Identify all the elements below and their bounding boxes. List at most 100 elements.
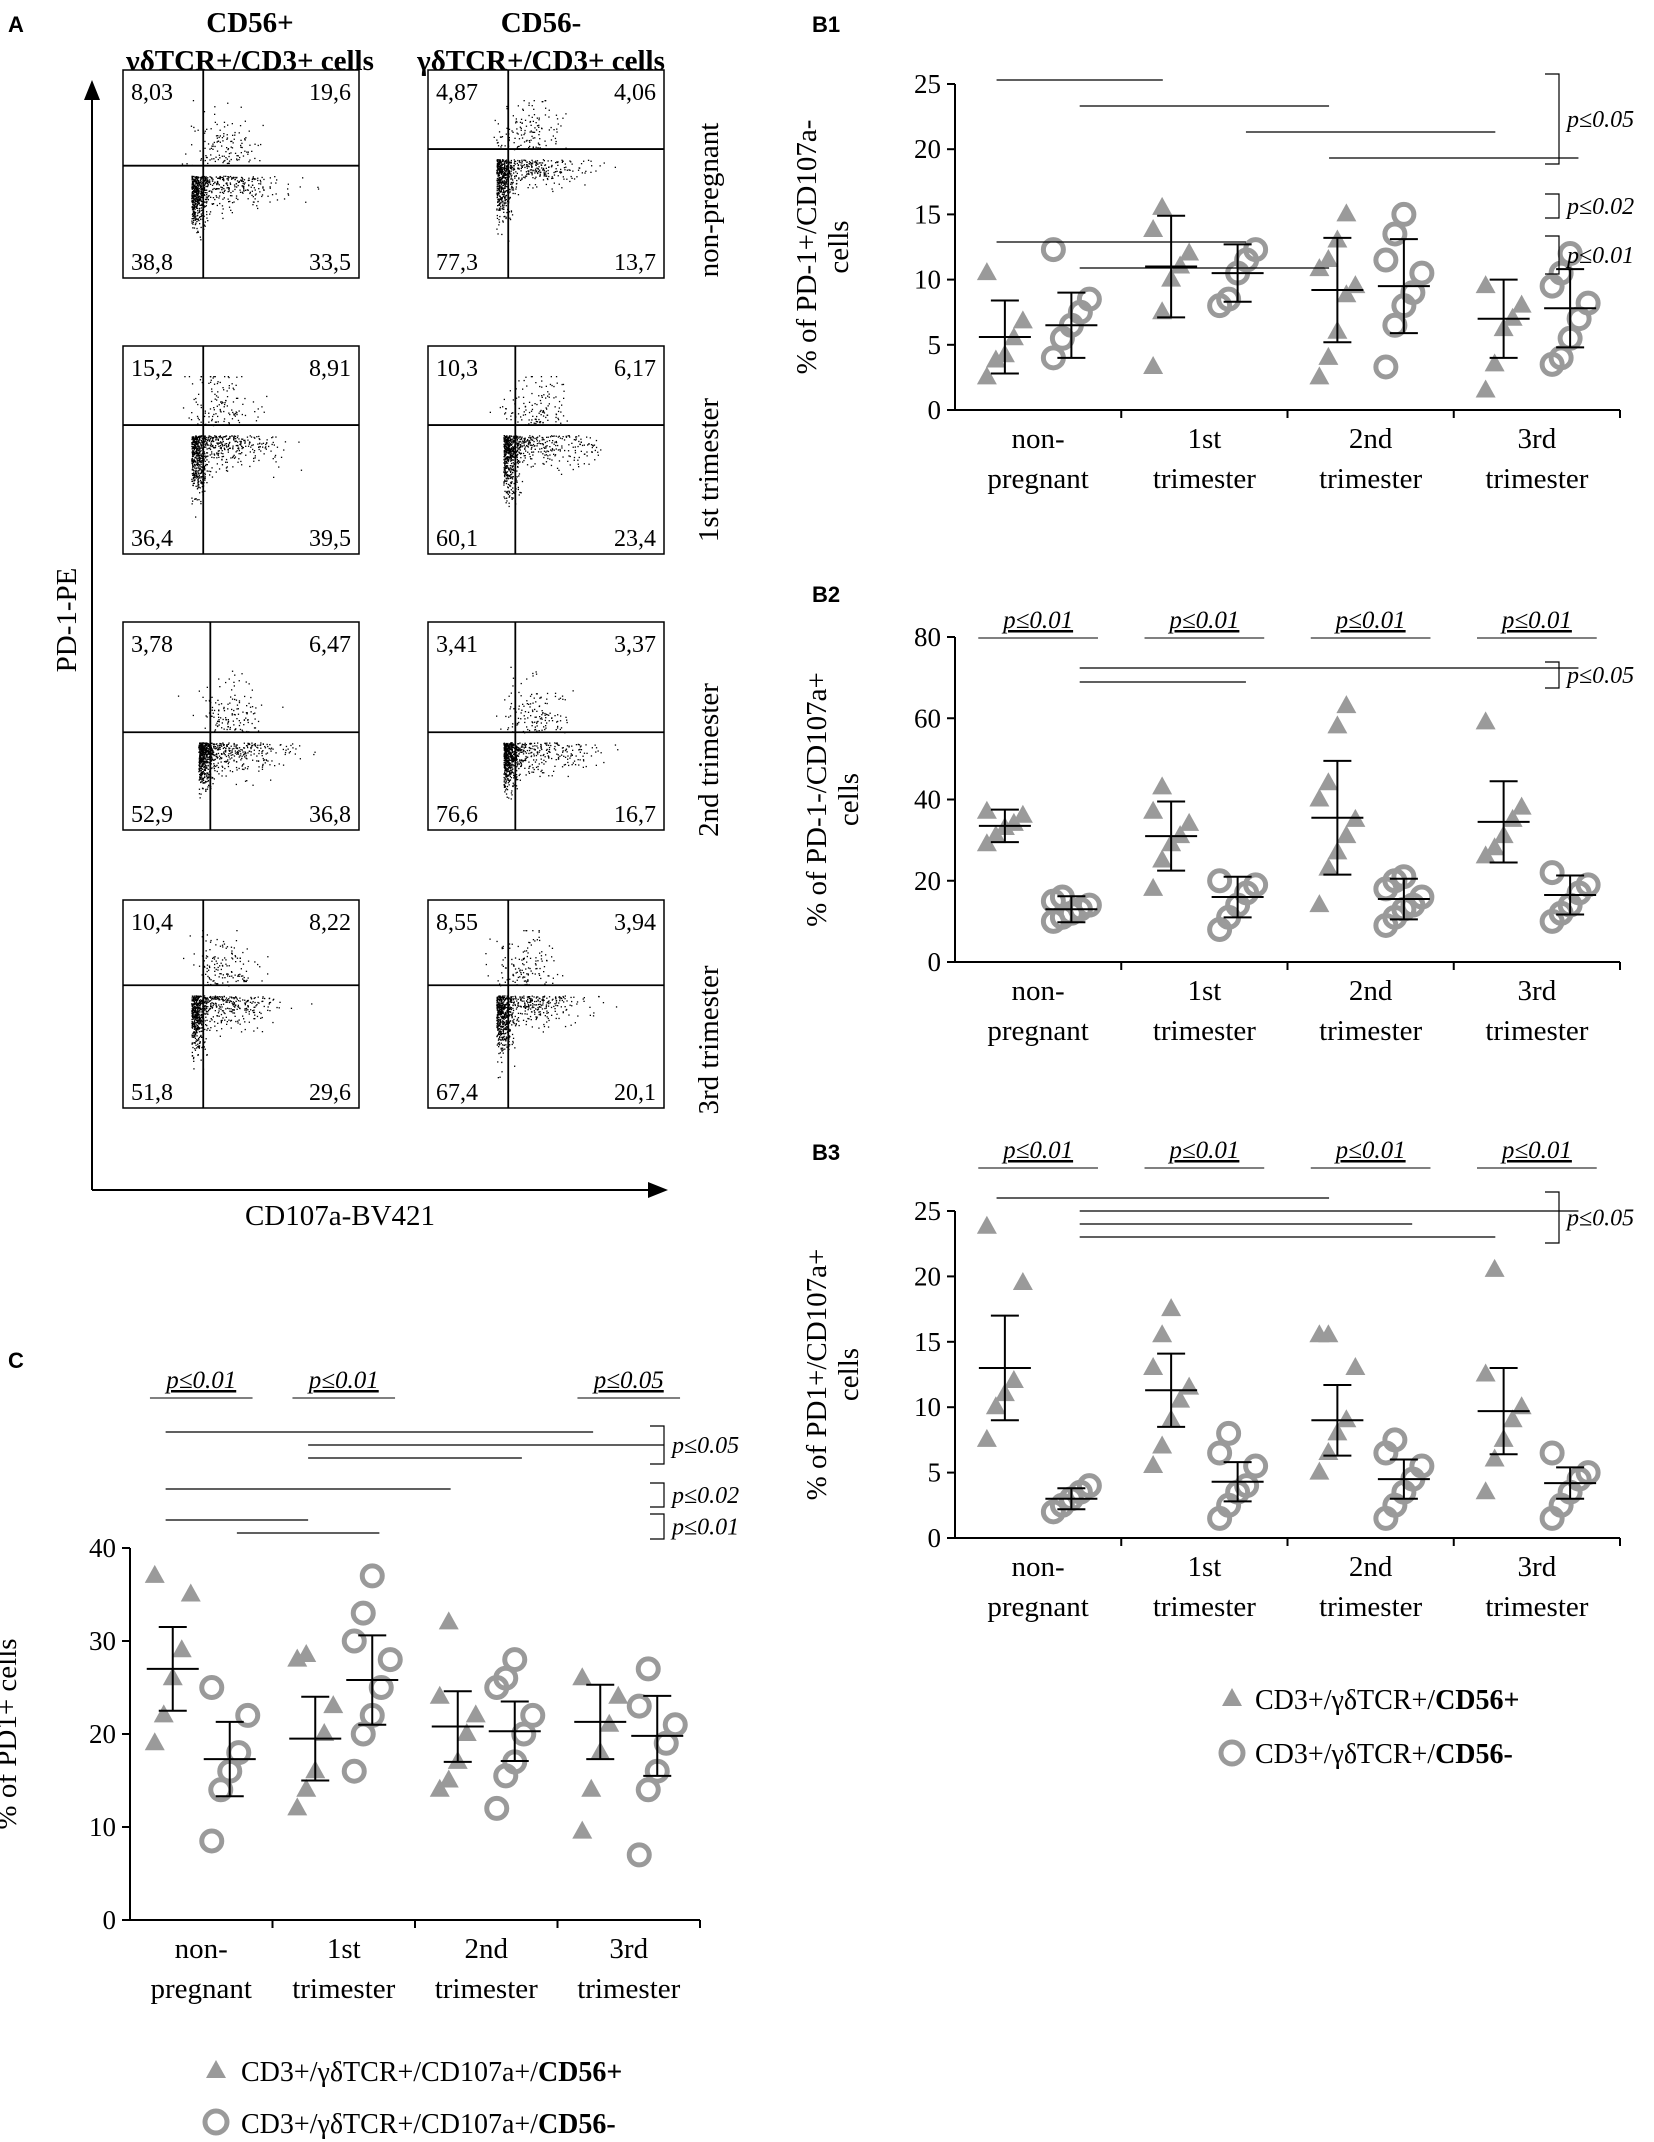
flow-dot xyxy=(234,698,236,701)
flow-dot xyxy=(198,771,200,773)
flow-dot xyxy=(520,164,522,166)
flow-dot xyxy=(510,170,512,172)
flow-dot xyxy=(209,474,211,476)
flow-dot xyxy=(218,197,220,199)
flow-dot xyxy=(197,442,199,444)
flow-dot xyxy=(550,160,553,162)
flow-dot xyxy=(549,383,552,386)
flow-dot xyxy=(541,386,543,388)
flow-dot xyxy=(544,728,546,731)
flow-dot xyxy=(225,775,227,777)
flow-dot xyxy=(572,170,574,172)
flow-dot xyxy=(511,168,513,170)
flow-dot xyxy=(543,446,545,449)
flow-dot xyxy=(198,757,201,759)
flow-dot xyxy=(502,181,504,183)
flow-dot xyxy=(201,447,203,449)
flow-dot xyxy=(247,189,249,191)
flow-dot xyxy=(503,475,506,477)
flow-dot xyxy=(523,459,525,462)
flow-dot xyxy=(212,440,214,443)
flow-dot xyxy=(551,449,554,451)
flow-dot xyxy=(498,166,500,168)
flow-dot xyxy=(496,208,498,210)
flow-dot xyxy=(203,441,205,443)
flow-dot xyxy=(226,158,228,160)
flow-dot xyxy=(203,466,206,469)
flow-dot xyxy=(538,418,540,421)
flow-dot xyxy=(529,169,532,171)
flow-dot xyxy=(535,162,537,164)
flow-dot xyxy=(498,224,500,226)
flow-dot xyxy=(223,418,226,420)
flow-dot xyxy=(191,206,193,208)
flow-dot xyxy=(201,441,203,443)
flow-dot xyxy=(553,129,555,131)
flow-dot xyxy=(508,445,510,447)
flow-dot xyxy=(530,164,532,166)
flow-dot xyxy=(245,189,247,191)
flow-dot xyxy=(269,187,271,189)
flow-dot xyxy=(213,754,215,757)
flow-dot xyxy=(196,449,198,451)
flow-dot xyxy=(197,475,199,478)
flow-dot xyxy=(209,444,211,447)
flow-dot xyxy=(205,790,207,792)
flow-dot xyxy=(496,163,499,165)
flow-dot xyxy=(242,447,244,449)
flow-dot xyxy=(516,456,518,459)
flow-dot xyxy=(221,745,223,747)
flow-dot xyxy=(531,447,533,449)
flow-dot xyxy=(532,767,534,769)
flow-dot xyxy=(508,437,510,439)
flow-dot xyxy=(505,190,507,192)
flow-dot xyxy=(227,102,229,104)
flow-dot xyxy=(202,696,204,698)
flow-dot xyxy=(205,749,208,751)
flow-dot xyxy=(545,100,547,102)
flow-dot xyxy=(599,165,601,167)
flow-dot xyxy=(243,747,246,749)
flow-dot xyxy=(213,407,215,409)
flow-dot xyxy=(191,458,193,460)
flow-dot xyxy=(541,761,543,764)
flow-dot xyxy=(227,763,229,765)
flow-dot xyxy=(236,180,239,182)
flow-dot xyxy=(511,466,513,468)
flow-dot xyxy=(216,182,218,185)
flow-dot xyxy=(199,192,201,194)
flow-dot xyxy=(517,460,519,463)
flow-dot xyxy=(227,451,229,453)
flow-dot xyxy=(543,726,545,728)
flow-dot xyxy=(527,451,529,453)
flow-dot xyxy=(520,750,522,752)
flow-dot xyxy=(507,444,509,447)
flow-dot xyxy=(496,172,498,174)
flow-dot xyxy=(540,402,542,404)
flow-dot xyxy=(512,450,515,452)
flow-dot xyxy=(497,233,499,235)
flow-dot xyxy=(494,119,496,122)
flow-dot xyxy=(512,455,514,458)
flow-dot xyxy=(272,441,274,444)
flow-dot xyxy=(209,159,211,161)
flow-dot xyxy=(285,745,288,748)
flow-dot xyxy=(195,194,197,196)
flow-dot xyxy=(508,453,510,455)
flow-dot xyxy=(241,142,243,144)
flow-dot xyxy=(250,436,253,438)
flow-dot xyxy=(557,175,559,177)
flow-dot xyxy=(251,444,253,447)
flow-dot xyxy=(200,457,202,459)
flow-dot xyxy=(197,440,199,443)
flow-dot xyxy=(272,458,274,460)
flow-dot xyxy=(503,443,505,446)
flow-dot xyxy=(234,674,236,676)
col-title-cd56neg-line1: CD56- xyxy=(501,7,582,39)
flow-dot xyxy=(503,785,506,787)
flow-dot xyxy=(214,198,216,201)
flow-dot xyxy=(221,176,223,179)
flow-dot xyxy=(217,438,219,440)
flow-dot xyxy=(209,447,211,449)
